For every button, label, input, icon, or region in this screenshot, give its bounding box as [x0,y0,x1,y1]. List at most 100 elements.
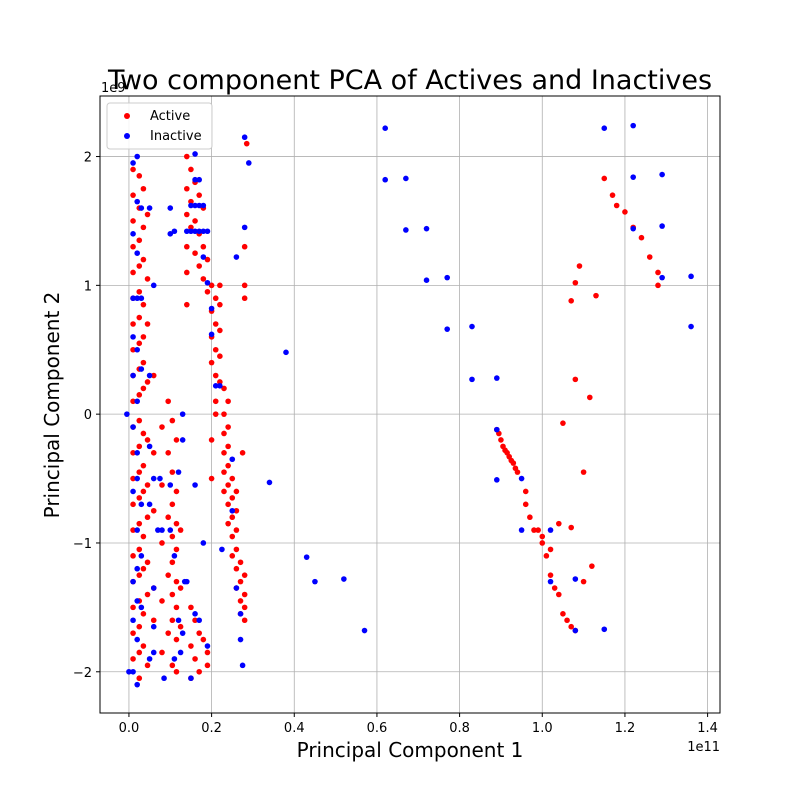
scatter-point-active [229,514,236,521]
scatter-point-active [130,346,136,353]
scatter-point-active [221,385,227,392]
scatter-point-active [225,520,231,527]
scatter-point-active [188,604,194,611]
scatter-point-inactive [423,225,430,232]
scatter-point-inactive [341,576,347,582]
scatter-point-active [150,507,157,514]
points-layer [124,122,694,688]
grid-layer [100,96,720,713]
scatter-point-inactive [184,228,190,235]
scatter-point-inactive [130,334,136,340]
scatter-point-active [560,611,566,617]
scatter-point-active [576,263,583,269]
scatter-point-active [514,469,521,475]
scatter-point-active [233,527,240,533]
scatter-point-inactive [134,153,140,160]
scatter-point-inactive [171,553,178,559]
scatter-point-active [241,572,248,578]
scatter-point-inactive [382,176,389,183]
scatter-point-active [173,578,180,585]
scatter-point-inactive [134,565,140,572]
scatter-point-active [165,630,171,636]
scatter-point-active [212,295,219,302]
scatter-point-active [239,450,246,456]
scatter-point-active [165,398,171,405]
scatter-point-inactive [130,295,136,302]
scatter-point-inactive [233,585,240,591]
scatter-point-active [165,572,171,578]
scatter-point-active [221,488,227,495]
scatter-point-active [229,553,236,559]
scatter-point-active [593,292,599,299]
scatter-point-active [572,376,579,383]
scatter-point-inactive [659,171,665,178]
scatter-point-inactive [130,160,136,166]
scatter-point-active [601,175,608,182]
scatter-point-active [136,572,143,578]
scatter-point-active [221,430,227,437]
scatter-point-active [556,520,562,527]
scatter-point-active [241,243,248,250]
scatter-point-inactive [138,366,145,372]
scatter-point-active [237,598,244,604]
scatter-point-active [208,437,215,443]
scatter-point-active [130,166,136,173]
scatter-point-active [196,263,202,269]
scatter-point-inactive [146,205,153,211]
scatter-point-inactive [126,668,132,675]
scatter-point-active [144,321,151,327]
legend-label-active: Active [150,109,190,124]
scatter-point-active [140,185,147,192]
scatter-point-active [136,340,143,347]
scatter-point-active [543,553,550,559]
scatter-point-active [184,153,190,160]
scatter-point-active [144,662,151,669]
scatter-point-inactive [659,274,665,281]
x-tick-label: 0.8 [449,721,470,736]
scatter-point-active [130,398,136,405]
scatter-point-active [130,243,136,250]
scatter-point-inactive [241,134,248,141]
scatter-point-active [225,462,231,469]
y-tick-label: 0 [84,408,92,423]
scatter-point-inactive [601,626,608,633]
scatter-point-inactive [134,598,140,604]
scatter-point-inactive [688,273,694,280]
scatter-point-active [136,623,143,630]
scatter-point-inactive [130,668,136,675]
scatter-point-active [212,398,219,405]
scatter-point-active [221,411,227,417]
scatter-point-active [192,617,198,624]
scatter-point-inactive [630,174,636,180]
x-tick-label: 0.2 [201,721,222,736]
x-tick-label: 0.6 [367,721,388,736]
scatter-point-inactive [547,527,554,533]
scatter-point-active [130,501,136,508]
scatter-point-active [136,675,143,682]
scatter-point-active [225,482,231,488]
scatter-point-active [140,462,147,469]
scatter-point-inactive [237,611,244,617]
scatter-point-inactive [237,636,244,643]
x-tick-label: 1.0 [532,721,553,736]
scatter-point-active [225,398,231,405]
scatter-point-active [560,420,566,426]
scatter-point-active [221,469,227,475]
scatter-point-inactive [469,376,475,383]
scatter-point-active [212,411,219,417]
scatter-point-inactive [196,617,202,624]
scatter-point-active [217,282,223,289]
scatter-point-inactive [167,231,174,237]
scatter-point-inactive [200,228,207,235]
scatter-point-inactive [200,254,207,260]
scatter-point-active [564,617,570,624]
scatter-point-inactive [192,202,198,209]
scatter-point-inactive [219,546,225,553]
scatter-point-inactive [469,323,475,330]
scatter-point-inactive [179,437,186,443]
scatter-point-inactive [167,527,174,533]
scatter-point-active [130,604,136,611]
scatter-point-inactive [175,469,182,475]
scatter-point-active [613,202,620,209]
scatter-point-inactive [167,205,174,211]
